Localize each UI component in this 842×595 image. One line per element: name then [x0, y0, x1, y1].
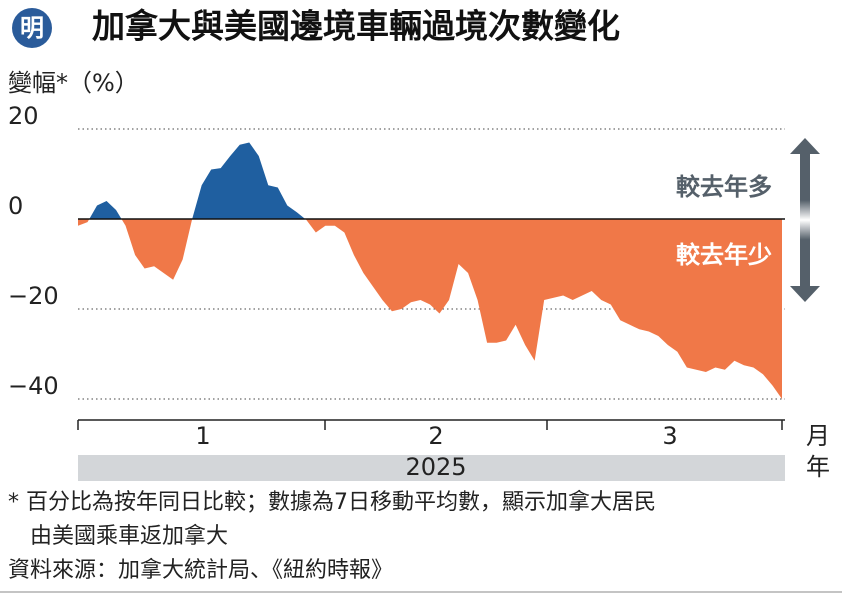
y-axis-label: 變幅*（%） — [8, 69, 139, 97]
chart-title: 加拿大與美國邊境車輛過境次數變化 — [92, 7, 620, 46]
footnote: * 百分比為按年同日比較；數據為7日移動平均數，顯示加拿大居民 — [8, 489, 656, 515]
logo-text: 明 — [20, 14, 44, 42]
source: 資料來源：加拿大統計局、《紐約時報》 — [8, 557, 393, 583]
logo-circle — [12, 8, 52, 48]
y-tick-label: 20 — [8, 102, 39, 130]
area-positive — [78, 142, 782, 219]
month-label: 2 — [428, 422, 443, 450]
year-unit: 年 — [806, 453, 830, 481]
footnote: 由美國乘車返加拿大 — [30, 523, 228, 549]
y-tick-label: −40 — [8, 372, 59, 400]
year-bar — [78, 455, 785, 481]
annotation-less: 較去年少 — [676, 241, 772, 269]
month-unit: 月 — [806, 422, 830, 450]
direction-arrow — [790, 138, 820, 302]
annotation-more: 較去年多 — [676, 173, 772, 201]
month-label: 1 — [195, 422, 210, 450]
year-label: 2025 — [405, 453, 466, 481]
area-negative — [78, 219, 782, 399]
month-label: 3 — [662, 422, 677, 450]
plot: 20 0 −20 −40 — [8, 102, 785, 400]
logo: 明 — [12, 6, 52, 50]
y-tick-label: 0 — [8, 192, 23, 220]
y-tick-label: −20 — [8, 282, 59, 310]
month-dividers — [77, 420, 783, 430]
